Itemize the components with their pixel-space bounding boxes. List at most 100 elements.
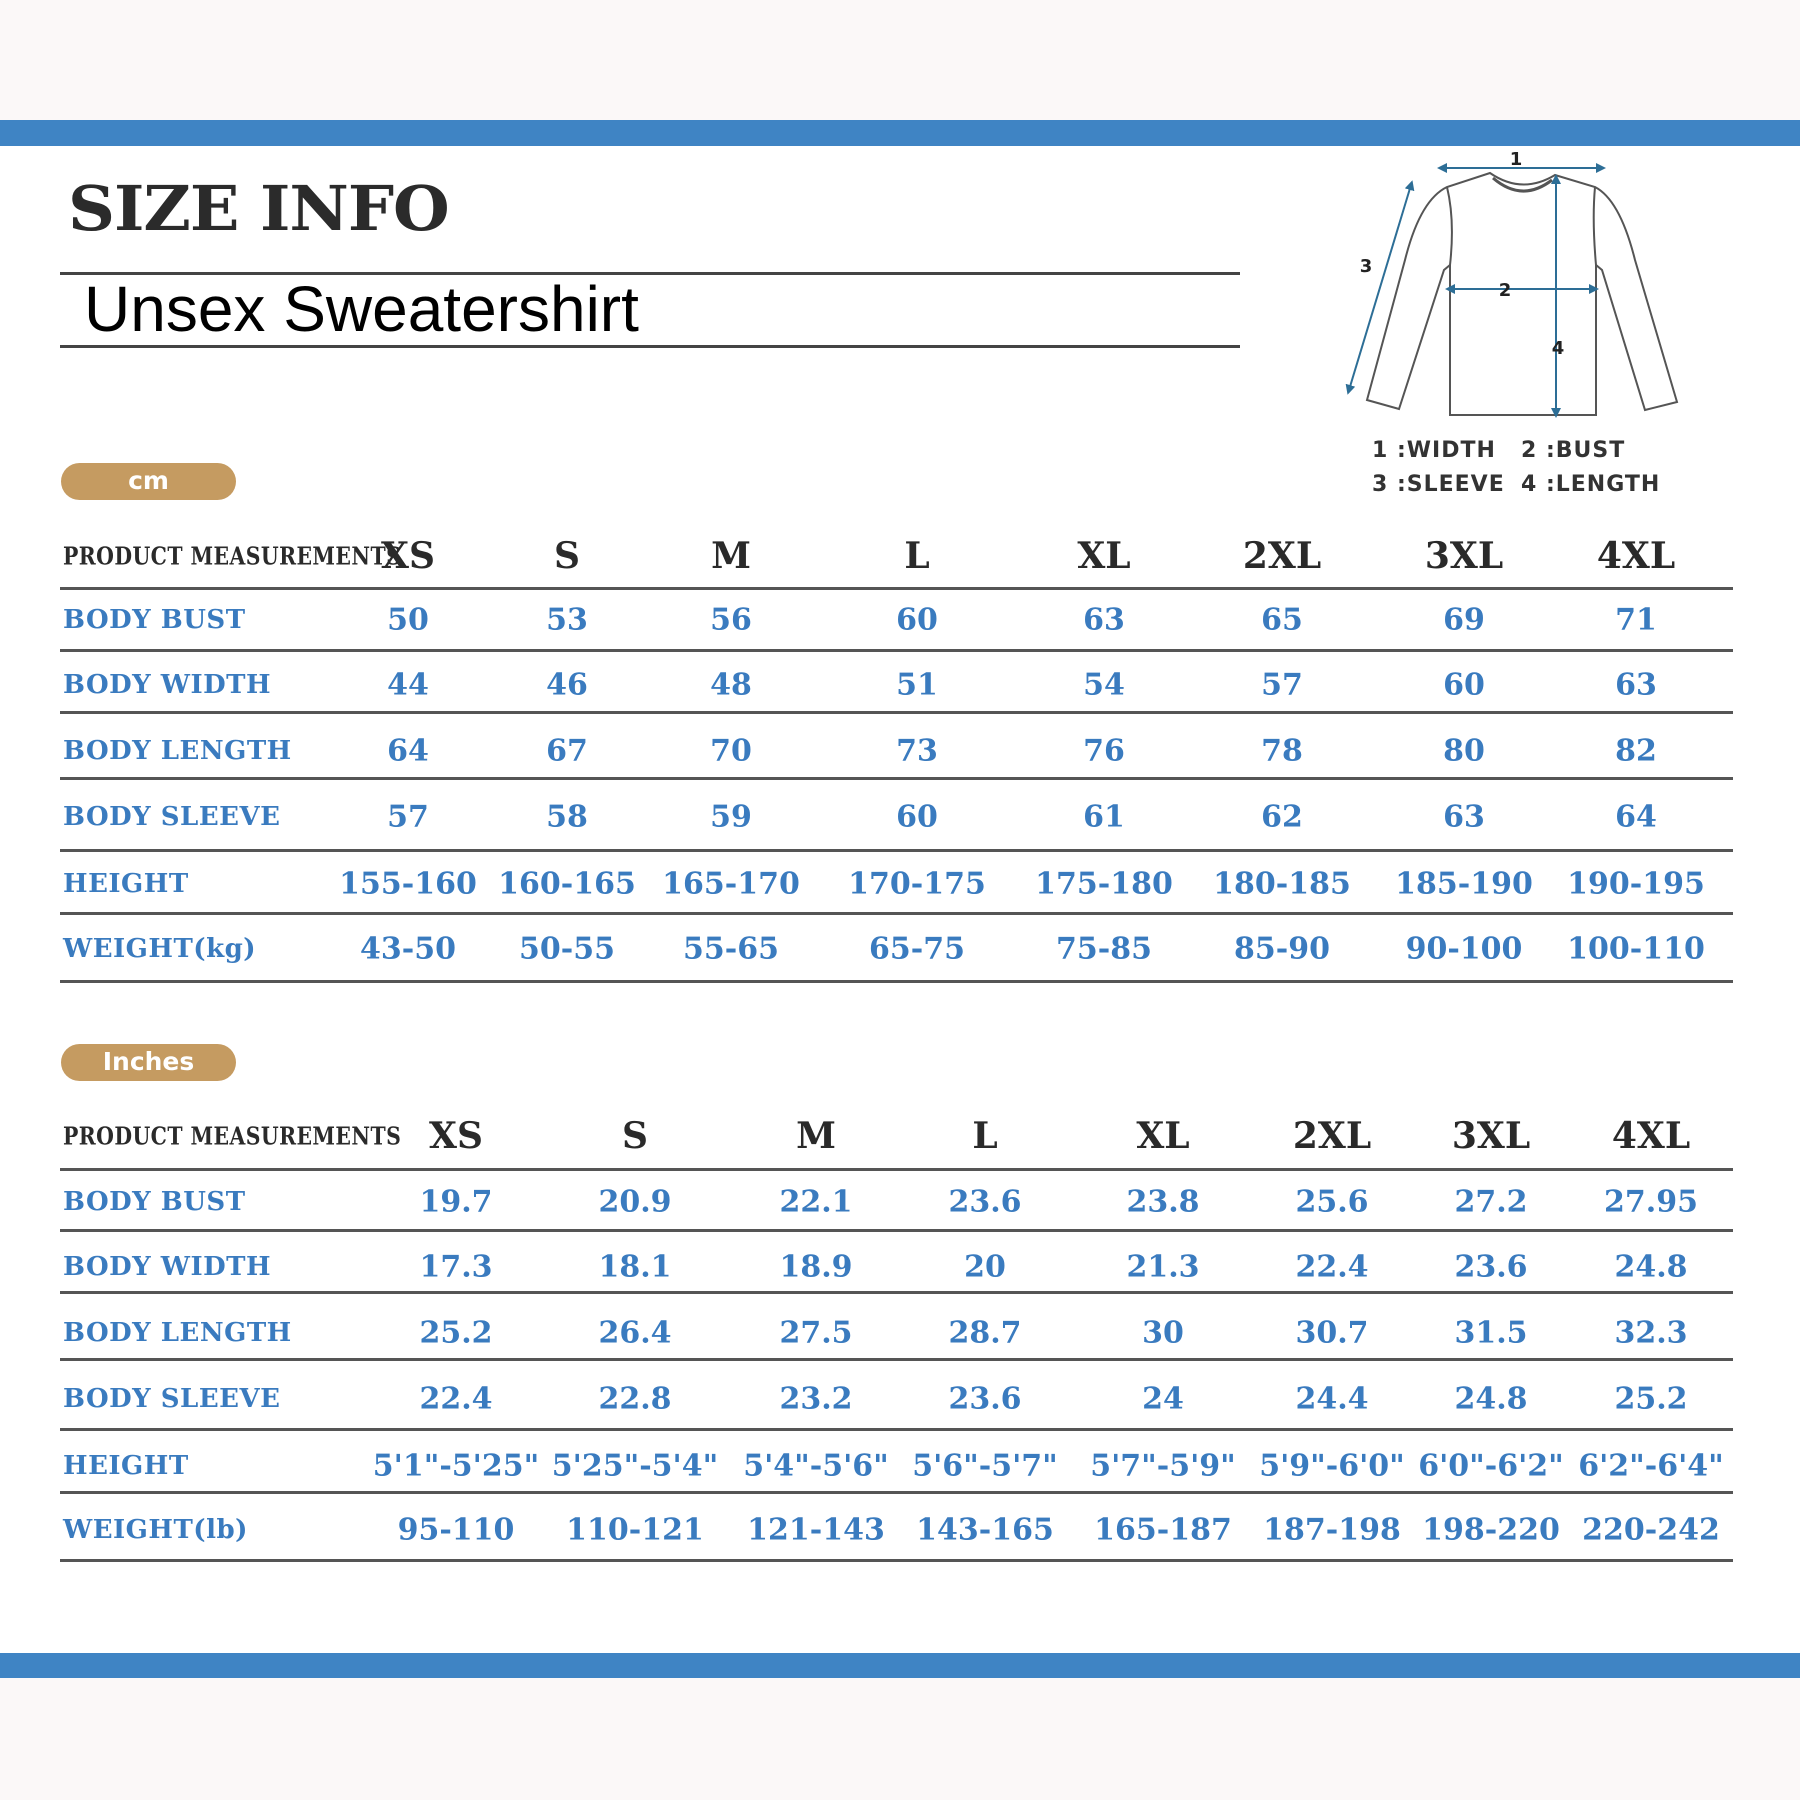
measurement-value: 23.6: [1454, 1249, 1528, 1285]
size-header: L: [904, 535, 930, 577]
row-divider: [60, 649, 1733, 652]
measurement-value: 65-75: [869, 931, 965, 967]
row-label: BODY SLEEVE: [63, 1384, 281, 1414]
header-label: PRODUCT MEASUREMENTS: [63, 1121, 402, 1151]
measurement-value: 63: [1443, 799, 1485, 835]
size-header: 2XL: [1242, 535, 1322, 577]
top-band: [0, 120, 1800, 146]
measurement-value: 61: [1083, 799, 1125, 835]
size-header: M: [796, 1115, 836, 1157]
unit-badge-inches: Inches: [61, 1044, 236, 1081]
row-label: BODY WIDTH: [63, 670, 272, 700]
size-header: XL: [1077, 535, 1131, 577]
row-label: BODY WIDTH: [63, 1252, 272, 1282]
measurement-value: 60: [896, 799, 938, 835]
measurement-value: 6'0"-6'2": [1418, 1448, 1564, 1484]
measurement-value: 50-55: [519, 931, 615, 967]
unit-badge-cm: cm: [61, 463, 236, 500]
measurement-value: 165-187: [1094, 1512, 1232, 1548]
measurement-value: 22.4: [419, 1381, 493, 1417]
measurement-value: 5'6"-5'7": [912, 1448, 1058, 1484]
row-divider: [60, 912, 1733, 915]
row-label: WEIGHT(lb): [63, 1515, 248, 1545]
measurement-value: 56: [710, 602, 752, 638]
measurement-value: 5'1"-5'25": [372, 1448, 540, 1484]
measurement-value: 27.95: [1604, 1184, 1698, 1220]
measurement-value: 110-121: [566, 1512, 704, 1548]
measurement-value: 75-85: [1056, 931, 1152, 967]
measurement-value: 25.2: [1614, 1381, 1688, 1417]
legend-item: 4 :LENGTH: [1521, 472, 1661, 497]
row-divider: [60, 980, 1733, 983]
measurement-value: 5'9"-6'0": [1259, 1448, 1405, 1484]
measurement-value: 73: [896, 733, 938, 769]
measurement-value: 220-242: [1582, 1512, 1720, 1548]
measurement-value: 32.3: [1614, 1315, 1688, 1351]
size-header: 3XL: [1424, 535, 1504, 577]
measurement-value: 6'2"-6'4": [1578, 1448, 1724, 1484]
measurement-value: 48: [710, 667, 752, 703]
size-header: XL: [1136, 1115, 1190, 1157]
diagram-label: 1: [1510, 149, 1523, 170]
measurement-value: 185-190: [1395, 866, 1533, 902]
measurement-value: 30: [1142, 1315, 1184, 1351]
measurement-value: 24: [1142, 1381, 1184, 1417]
measurement-value: 62: [1261, 799, 1303, 835]
measurement-value: 90-100: [1405, 931, 1523, 967]
size-header: XS: [429, 1115, 483, 1157]
legend-item: 3 :SLEEVE: [1372, 472, 1505, 497]
diagram-label: 2: [1499, 280, 1512, 301]
measurement-value: 18.1: [598, 1249, 672, 1285]
row-label: BODY LENGTH: [63, 736, 292, 766]
size-header: 3XL: [1451, 1115, 1531, 1157]
measurement-value: 67: [546, 733, 588, 769]
legend-item: 1 :WIDTH: [1372, 438, 1496, 463]
row-label: BODY BUST: [63, 1187, 246, 1217]
size-header: S: [554, 535, 580, 577]
measurement-value: 20.9: [598, 1184, 672, 1220]
measurement-value: 170-175: [848, 866, 986, 902]
row-divider: [60, 587, 1733, 590]
measurement-value: 60: [1443, 667, 1485, 703]
measurement-value: 190-195: [1567, 866, 1705, 902]
size-header: M: [711, 535, 751, 577]
measurement-value: 23.6: [948, 1184, 1022, 1220]
measurement-value: 22.1: [779, 1184, 853, 1220]
measurement-value: 23.2: [779, 1381, 853, 1417]
row-divider: [60, 1168, 1733, 1171]
size-header: 2XL: [1292, 1115, 1372, 1157]
measurement-value: 65: [1261, 602, 1303, 638]
measurement-value: 180-185: [1213, 866, 1351, 902]
measurement-value: 23.6: [948, 1381, 1022, 1417]
row-label: BODY BUST: [63, 605, 246, 635]
row-divider: [60, 1291, 1733, 1294]
measurement-value: 50: [387, 602, 429, 638]
row-divider: [60, 1358, 1733, 1361]
measurement-value: 27.5: [779, 1315, 853, 1351]
sleeve-arrow: [1345, 180, 1415, 395]
measurement-value: 22.8: [598, 1381, 672, 1417]
measurement-value: 25.2: [419, 1315, 493, 1351]
measurement-value: 54: [1083, 667, 1125, 703]
measurement-value: 59: [710, 799, 752, 835]
size-header: L: [972, 1115, 998, 1157]
measurement-value: 95-110: [397, 1512, 515, 1548]
page-background: [0, 146, 1800, 1653]
measurement-value: 165-170: [662, 866, 800, 902]
measurement-value: 22.4: [1295, 1249, 1369, 1285]
measurement-value: 78: [1261, 733, 1303, 769]
measurement-value: 31.5: [1454, 1315, 1528, 1351]
row-divider: [60, 1559, 1733, 1562]
row-label: WEIGHT(kg): [63, 934, 257, 964]
row-divider: [60, 849, 1733, 852]
measurement-value: 63: [1615, 667, 1657, 703]
row-label: HEIGHT: [63, 869, 189, 899]
size-header: 4XL: [1611, 1115, 1691, 1157]
measurement-value: 5'4"-5'6": [743, 1448, 889, 1484]
measurement-value: 71: [1615, 602, 1657, 638]
measurement-value: 21.3: [1126, 1249, 1200, 1285]
shirt-outline: [1365, 171, 1679, 416]
size-header: XS: [381, 535, 435, 577]
row-divider: [60, 1428, 1733, 1431]
measurement-value: 51: [896, 667, 938, 703]
